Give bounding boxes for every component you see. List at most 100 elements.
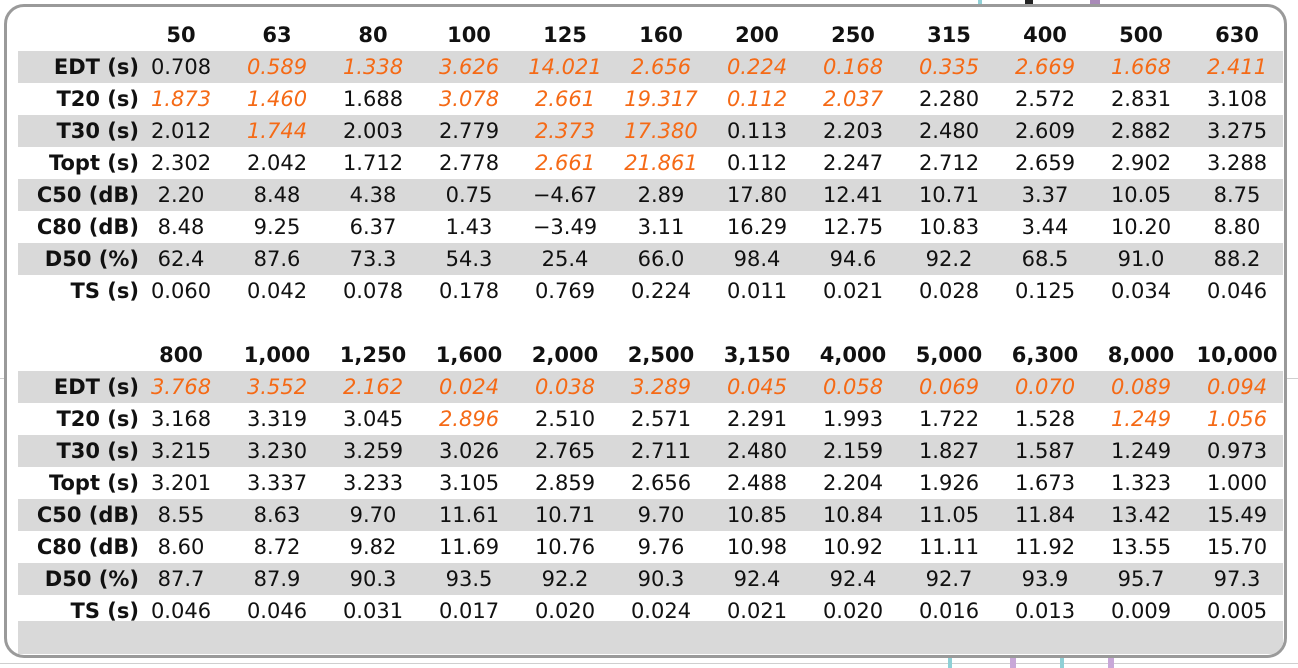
value-cell: −3.49: [532, 215, 598, 239]
value-cell: 15.49: [1206, 503, 1268, 527]
table-row: TS (s) 0.046 0.046 0.031 0.017 0.020 0.024 0.02…: [18, 595, 1283, 627]
flagged-value-cell: 2.037: [822, 87, 884, 111]
row-label: T20 (s): [56, 87, 139, 111]
value-cell: 3.108: [1206, 87, 1268, 111]
table-row: Topt (s) 3.201 3.337 3.233 3.105 2.859 2.656 2.…: [18, 467, 1283, 499]
frequency-header: 500: [1119, 23, 1163, 47]
frequency-header: 2,500: [627, 343, 695, 367]
value-cell: 2.609: [1014, 119, 1076, 143]
value-cell: 2.20: [157, 183, 205, 207]
row-label: Topt (s): [48, 151, 139, 175]
value-cell: 3.319: [246, 407, 308, 431]
value-cell: 2.902: [1110, 151, 1172, 175]
frequency-header: 1,250: [339, 343, 407, 367]
table-row: C80 (dB) 8.60 8.72 9.82 11.69 10.76 9.76 10.98 1…: [18, 531, 1283, 563]
value-cell: 2.831: [1110, 87, 1172, 111]
value-cell: 3.105: [438, 471, 500, 495]
value-cell: 90.3: [637, 567, 685, 591]
table-row: C50 (dB) 2.20 8.48 4.38 0.75 −4.67 2.89 17.80 12…: [18, 179, 1283, 211]
background-plot-trace: [1010, 656, 1016, 668]
flagged-value-cell: 0.089: [1110, 375, 1172, 399]
value-cell: 2.159: [822, 439, 884, 463]
value-cell: 88.2: [1213, 247, 1261, 271]
value-cell: 93.9: [1021, 567, 1069, 591]
value-cell: 91.0: [1117, 247, 1165, 271]
flagged-value-cell: 19.317: [624, 87, 698, 111]
value-cell: 3.026: [438, 439, 500, 463]
value-cell: 2.247: [822, 151, 884, 175]
value-cell: 2.778: [438, 151, 500, 175]
flagged-value-cell: 1.744: [246, 119, 308, 143]
value-cell: 3.045: [342, 407, 404, 431]
value-cell: 1.323: [1110, 471, 1172, 495]
flagged-value-cell: 0.224: [726, 55, 788, 79]
acoustic-parameters-panel: 50 63 80 100 125 160 200 250 315 400 500…: [4, 4, 1287, 658]
value-cell: 4.38: [349, 183, 397, 207]
value-cell: 11.11: [918, 535, 980, 559]
flagged-value-cell: 21.861: [624, 151, 698, 175]
flagged-value-cell: 17.380: [624, 119, 698, 143]
value-cell: 3.230: [246, 439, 308, 463]
value-cell: 68.5: [1021, 247, 1069, 271]
row-label: EDT (s): [53, 55, 139, 79]
flagged-value-cell: 1.460: [246, 87, 308, 111]
frequency-header: 8,000: [1107, 343, 1175, 367]
value-cell: 16.29: [726, 215, 788, 239]
value-cell: 9.25: [253, 215, 301, 239]
flagged-value-cell: 2.896: [438, 407, 500, 431]
flagged-value-cell: 0.024: [438, 375, 500, 399]
value-cell: 8.60: [157, 535, 205, 559]
value-cell: 1.000: [1206, 471, 1268, 495]
frequency-header: 6,300: [1011, 343, 1079, 367]
parameter-table-high: 800 1,000 1,250 1,600 2,000 2,500 3,150 …: [18, 339, 1283, 627]
flagged-value-cell: 0.335: [918, 55, 980, 79]
flagged-value-cell: 14.021: [528, 55, 602, 79]
flagged-value-cell: 1.338: [342, 55, 404, 79]
value-cell: 92.4: [733, 567, 781, 591]
value-cell: 2.203: [822, 119, 884, 143]
flagged-value-cell: 0.058: [822, 375, 884, 399]
value-cell: 98.4: [733, 247, 781, 271]
value-cell: 0.034: [1110, 279, 1172, 303]
value-cell: 0.769: [534, 279, 596, 303]
flagged-value-cell: 0.589: [246, 55, 308, 79]
flagged-value-cell: 2.661: [534, 151, 596, 175]
value-cell: 92.7: [925, 567, 973, 591]
value-cell: 13.55: [1110, 535, 1172, 559]
value-cell: 87.7: [157, 567, 205, 591]
table-row: T30 (s) 2.012 1.744 2.003 2.779 2.373 17.380 0.…: [18, 115, 1283, 147]
background-plot-trace: [1108, 656, 1114, 668]
flagged-value-cell: 2.656: [630, 55, 692, 79]
value-cell: 2.042: [246, 151, 308, 175]
frequency-header: 50: [166, 23, 196, 47]
value-cell: 10.05: [1110, 183, 1172, 207]
row-label: T20 (s): [56, 407, 139, 431]
value-cell: 3.11: [637, 215, 685, 239]
value-cell: 1.722: [918, 407, 980, 431]
value-cell: 93.5: [445, 567, 493, 591]
value-cell: 0.078: [342, 279, 404, 303]
flagged-value-cell: 2.411: [1206, 55, 1268, 79]
value-cell: 2.480: [918, 119, 980, 143]
row-label: C80 (dB): [36, 215, 139, 239]
value-cell: −4.67: [532, 183, 598, 207]
value-cell: 2.711: [630, 439, 692, 463]
value-cell: 0.973: [1206, 439, 1268, 463]
value-cell: 11.69: [438, 535, 500, 559]
value-cell: 3.259: [342, 439, 404, 463]
value-cell: 0.046: [150, 599, 212, 623]
value-cell: 3.215: [150, 439, 212, 463]
value-cell: 1.587: [1014, 439, 1076, 463]
background-plot-trace: [1060, 656, 1064, 668]
value-cell: 73.3: [349, 247, 397, 271]
table-row: D50 (%) 62.4 87.6 73.3 54.3 25.4 66.0 98.4 94.6 9…: [18, 243, 1283, 275]
frequency-header: 800: [159, 343, 203, 367]
flagged-value-cell: 0.045: [726, 375, 788, 399]
value-cell: 9.82: [349, 535, 397, 559]
row-label: C50 (dB): [36, 503, 139, 527]
table-row: T30 (s) 3.215 3.230 3.259 3.026 2.765 2.711 2.4…: [18, 435, 1283, 467]
value-cell: 1.827: [918, 439, 980, 463]
value-cell: 0.017: [438, 599, 500, 623]
value-cell: 2.859: [534, 471, 596, 495]
table-row: C80 (dB) 8.48 9.25 6.37 1.43 −3.49 3.11 16.29 12…: [18, 211, 1283, 243]
